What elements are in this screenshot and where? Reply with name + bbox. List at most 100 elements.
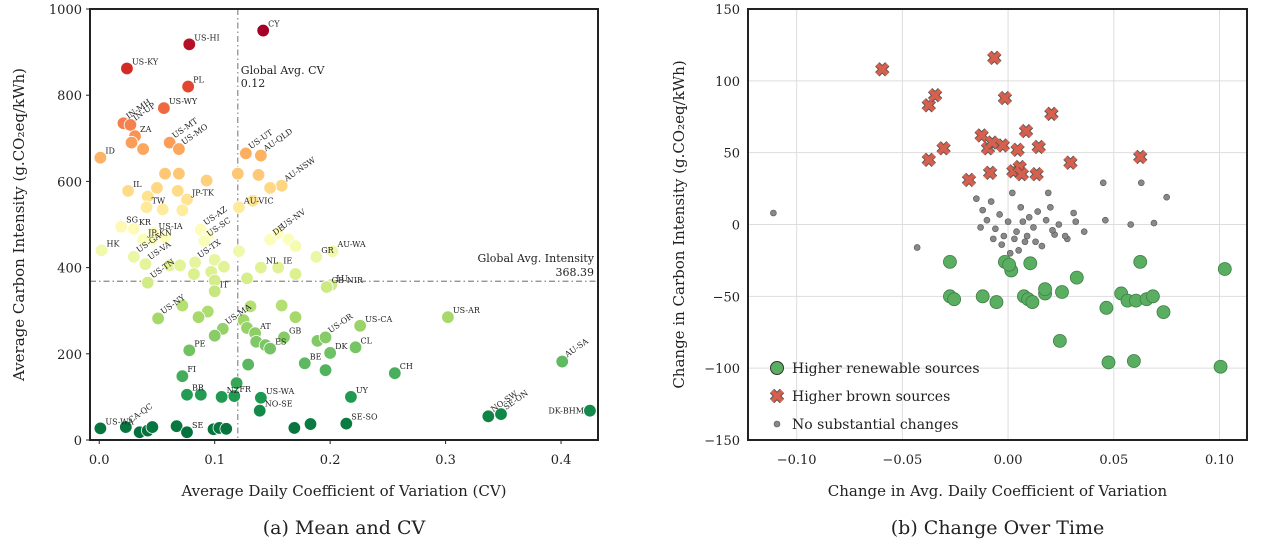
point-label: GB bbox=[289, 326, 301, 335]
brown-point bbox=[1019, 124, 1033, 138]
brown-point bbox=[1044, 107, 1058, 121]
point-us-ar bbox=[441, 310, 455, 324]
no-change-point bbox=[1150, 219, 1158, 227]
point-label: LU bbox=[336, 274, 348, 283]
point-unlabeled-118 bbox=[303, 417, 318, 431]
renewable-point bbox=[1213, 359, 1228, 374]
no-change-point bbox=[1070, 209, 1077, 217]
point-label: SG bbox=[126, 216, 138, 225]
x-tick-label: 0.00 bbox=[994, 453, 1023, 468]
point-unlabeled-36 bbox=[158, 230, 172, 245]
point-unlabeled-111 bbox=[145, 420, 160, 434]
no-change-point bbox=[1023, 232, 1031, 240]
point-us-wy bbox=[157, 101, 171, 115]
legend-entry-no-change: No substantial changes bbox=[792, 417, 959, 433]
point-sg bbox=[114, 219, 128, 234]
point-unlabeled-62 bbox=[288, 267, 303, 281]
point-unlabeled-50 bbox=[232, 244, 246, 258]
point-label: CL bbox=[361, 336, 373, 345]
panel-a-x-axis-label: Average Daily Coefficient of Variation (… bbox=[180, 482, 506, 500]
point-au-wa bbox=[325, 244, 340, 258]
point-label: AT bbox=[259, 322, 271, 331]
no-change-point bbox=[1030, 224, 1037, 231]
point-au-sa bbox=[555, 354, 569, 369]
point-unlabeled-43 bbox=[288, 239, 303, 253]
point-unlabeled-57 bbox=[187, 267, 201, 281]
point-label: US-KY bbox=[132, 57, 159, 66]
point-jp-kn bbox=[136, 232, 150, 247]
renewable-point bbox=[1023, 256, 1038, 271]
point-us-mt bbox=[162, 135, 177, 150]
point-us-nv bbox=[271, 226, 285, 240]
brown-point bbox=[937, 141, 951, 155]
point-label: AU-WA bbox=[336, 240, 365, 249]
point-se-on bbox=[494, 407, 508, 421]
point-unlabeled-11 bbox=[136, 142, 150, 156]
point-unlabeled-96 bbox=[229, 376, 244, 390]
brown-point bbox=[983, 166, 997, 180]
renewable-point bbox=[943, 254, 957, 269]
point-us-tn bbox=[141, 275, 155, 290]
point-gr bbox=[309, 250, 323, 264]
point-label: NL bbox=[266, 257, 279, 266]
point-label: US-WY bbox=[169, 97, 198, 106]
point-label: JP-KN bbox=[147, 229, 172, 238]
brown-point bbox=[1133, 150, 1147, 164]
y-tick-label: 400 bbox=[57, 262, 82, 277]
point-fr bbox=[227, 389, 242, 403]
point-be bbox=[298, 356, 312, 370]
point-label: JP-TK bbox=[191, 189, 215, 198]
point-no-sw bbox=[481, 409, 496, 423]
renewable-point bbox=[1025, 295, 1040, 309]
point-il bbox=[121, 184, 135, 198]
no-change-point bbox=[1044, 189, 1052, 197]
point-br bbox=[180, 388, 194, 402]
point-unlabeled-31 bbox=[175, 203, 190, 217]
point-label: HK bbox=[107, 239, 121, 248]
point-us-wa bbox=[93, 421, 108, 436]
point-us-ut bbox=[239, 146, 253, 161]
point-label: GB-NIR bbox=[332, 276, 364, 285]
point-unlabeled-61 bbox=[240, 271, 254, 286]
y-tick-label: 150 bbox=[715, 3, 740, 18]
x-tick-label: 0.2 bbox=[320, 453, 341, 468]
global-intensity-value: 368.39 bbox=[556, 266, 595, 279]
point-label: NZ bbox=[227, 386, 240, 395]
x-tick-label: 0.0 bbox=[89, 453, 110, 468]
point-kr bbox=[127, 222, 141, 236]
panel-b-y-axis-label: Change in Carbon Intensity (g.CO₂eq/kWh) bbox=[670, 60, 688, 388]
x-tick-label: 0.1 bbox=[204, 453, 225, 468]
point-label: AU-SA bbox=[562, 337, 590, 360]
point-cy bbox=[256, 23, 270, 38]
point-us-ga bbox=[127, 250, 141, 264]
point-label: TW bbox=[152, 196, 166, 205]
brown-point bbox=[1011, 143, 1025, 157]
point-unlabeled-56 bbox=[173, 258, 187, 273]
brown-point bbox=[987, 51, 1001, 65]
no-change-point bbox=[1047, 203, 1054, 211]
no-change-point bbox=[1099, 179, 1107, 187]
point-unlabeled-69 bbox=[274, 298, 289, 313]
legend-markers bbox=[769, 361, 785, 428]
point-us-wa bbox=[254, 391, 268, 405]
point-dk-bhm bbox=[583, 403, 597, 418]
brown-point bbox=[985, 136, 999, 150]
point-label: IT bbox=[220, 280, 229, 289]
point-unlabeled-68 bbox=[243, 299, 258, 314]
point-unlabeled-20 bbox=[251, 168, 266, 182]
no-change-point bbox=[1000, 232, 1008, 240]
renewable-point bbox=[1156, 305, 1171, 320]
point-label: PE bbox=[194, 339, 205, 348]
point-unlabeled-75 bbox=[288, 310, 303, 324]
point-unlabeled-71 bbox=[191, 310, 206, 324]
y-tick-label: −50 bbox=[713, 290, 740, 305]
y-tick-label: 0 bbox=[732, 219, 740, 234]
point-unlabeled-78 bbox=[207, 328, 222, 343]
point-label: US-AR bbox=[453, 306, 481, 315]
point-unlabeled-19 bbox=[231, 166, 245, 181]
point-unlabeled-18 bbox=[199, 173, 214, 188]
y-tick-label: 50 bbox=[723, 147, 740, 162]
point-ch bbox=[388, 366, 402, 380]
